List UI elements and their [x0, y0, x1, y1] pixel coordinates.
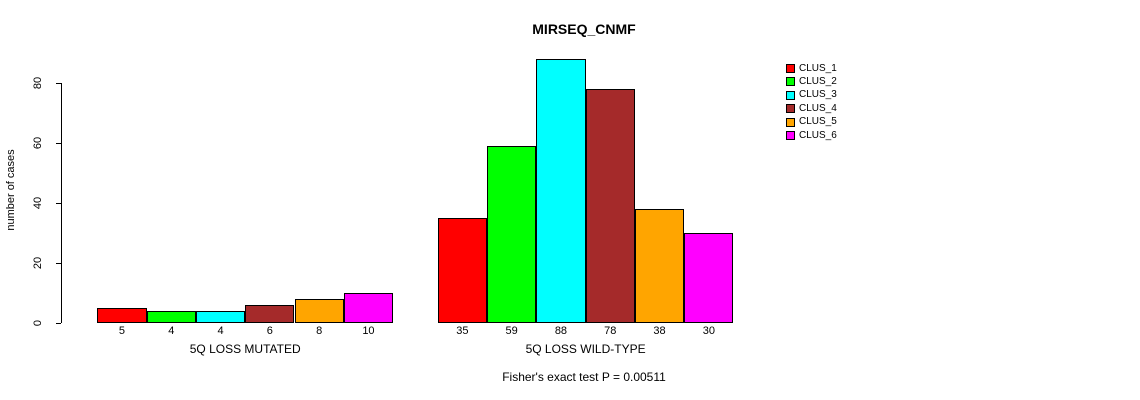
y-tick-label: 0: [32, 319, 44, 326]
legend-swatch: [786, 64, 795, 73]
bar-value-label: 4: [168, 325, 175, 337]
footer-annotation: Fisher's exact test P = 0.00511: [502, 370, 666, 384]
bar-group2-clus_1: [437, 217, 487, 323]
bar-group1-clus_3: [195, 310, 246, 323]
chart-title: MIRSEQ_CNMF: [532, 21, 636, 37]
bar-value-label: 59: [505, 325, 518, 337]
bar-value-label: 8: [316, 325, 323, 337]
legend-swatch: [786, 117, 795, 127]
bar-value-label: 5: [118, 325, 125, 337]
bar-value-label: 4: [217, 325, 224, 337]
legend-item: CLUS_5: [786, 117, 837, 127]
y-tick-label: 20: [32, 256, 44, 269]
legend-label: CLUS_4: [799, 102, 837, 114]
group-label: 5Q LOSS WILD-TYPE: [525, 342, 646, 356]
legend-label: CLUS_5: [799, 116, 837, 128]
bar-group1-clus_1: [97, 307, 147, 323]
legend-item: CLUS_3: [786, 90, 837, 100]
legend-label: CLUS_6: [799, 129, 837, 141]
y-tick-mark: [56, 262, 61, 264]
bar-value-label: 35: [456, 325, 469, 337]
legend-swatch: [786, 104, 795, 114]
legend-swatch: [786, 90, 795, 100]
y-tick-label: 60: [32, 136, 44, 149]
y-tick-label: 80: [32, 76, 44, 89]
y-tick-mark: [56, 142, 61, 144]
y-tick-label: 40: [32, 196, 44, 209]
legend-item: CLUS_2: [786, 75, 837, 87]
y-tick-mark: [56, 202, 61, 204]
bar-group2-clus_5: [634, 208, 685, 323]
bar-value-label: 10: [362, 325, 375, 337]
legend-item: CLUS_1: [786, 62, 837, 74]
legend-item: CLUS_6: [786, 129, 837, 141]
y-tick-mark: [56, 82, 61, 84]
bar-group2-clus_4: [585, 88, 635, 323]
legend-swatch: [786, 131, 795, 140]
bar-value-label: 88: [554, 325, 568, 337]
y-axis-line: [61, 82, 62, 323]
bar-value-label: 30: [702, 325, 715, 337]
y-tick-mark: [56, 322, 61, 324]
bar-group2-clus_3: [536, 58, 586, 323]
y-axis-title: number of cases: [5, 149, 17, 231]
bar-group1-clus_6: [343, 292, 394, 323]
bar-group1-clus_4: [245, 304, 295, 323]
bar-group2-clus_2: [487, 145, 537, 323]
legend-label: CLUS_3: [799, 89, 837, 101]
legend-label: CLUS_1: [799, 62, 837, 74]
bar-group2-clus_6: [684, 232, 734, 323]
bar-group1-clus_5: [294, 298, 344, 323]
group-label: 5Q LOSS MUTATED: [189, 342, 301, 356]
bar-value-label: 38: [653, 325, 666, 337]
bar-value-label: 78: [604, 325, 617, 337]
legend-label: CLUS_2: [799, 75, 837, 87]
bar-group1-clus_2: [146, 310, 196, 323]
bar-value-label: 6: [266, 325, 273, 337]
legend-swatch: [786, 77, 795, 87]
legend-item: CLUS_4: [786, 102, 837, 114]
